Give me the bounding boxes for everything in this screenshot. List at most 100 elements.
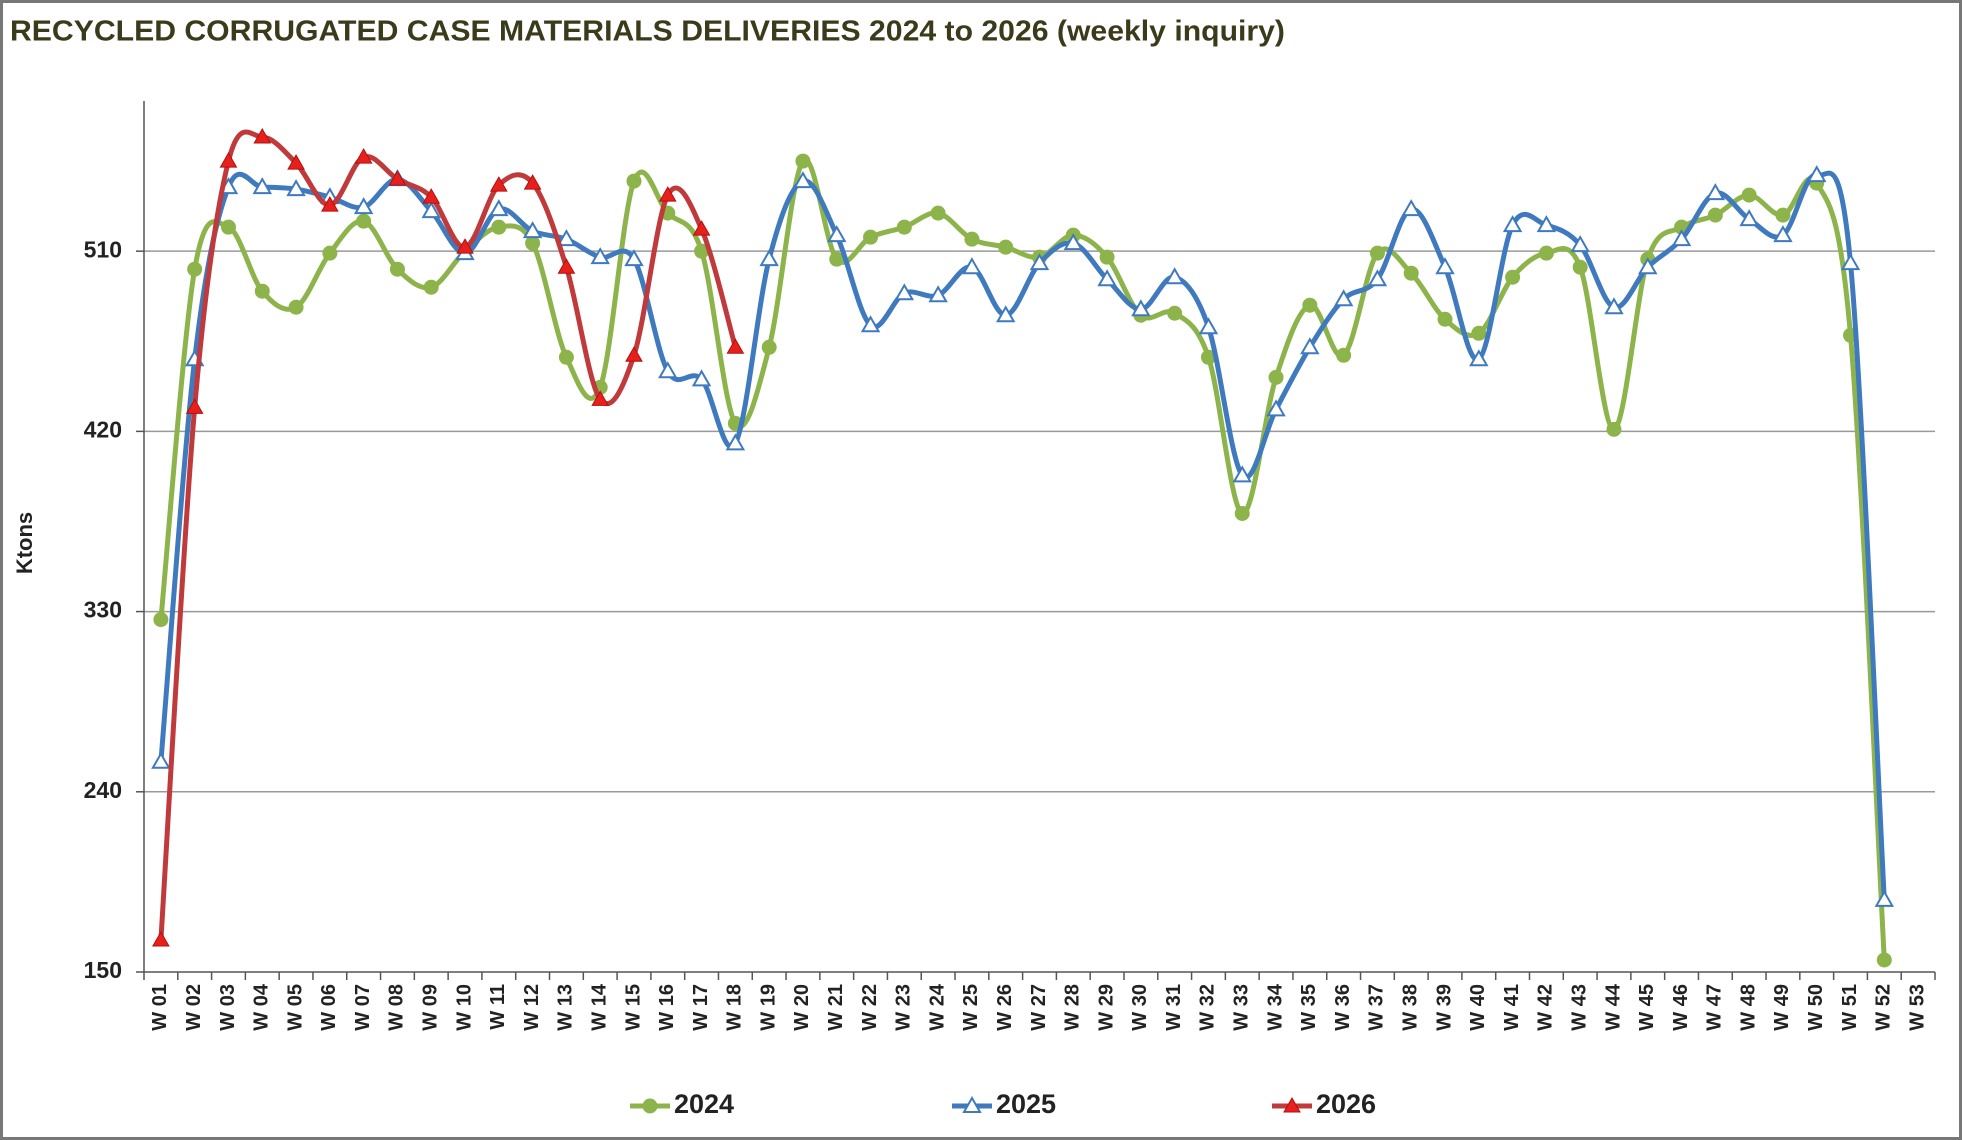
data-point [187, 261, 203, 277]
data-point [152, 930, 170, 947]
data-point [185, 398, 204, 414]
data-point [1063, 233, 1084, 251]
data-point [389, 261, 405, 277]
x-tick-label: W 40 [1467, 984, 1489, 1031]
x-tick-label: W 32 [1197, 984, 1219, 1031]
data-point [1705, 183, 1726, 201]
data-point [1876, 952, 1892, 968]
data-point [356, 213, 372, 229]
x-tick-label: W 04 [251, 983, 273, 1031]
x-tick-label: W 41 [1501, 984, 1523, 1031]
data-point [322, 245, 338, 261]
x-tick-label: W 43 [1568, 984, 1590, 1031]
data-point [423, 279, 439, 295]
data-point [962, 257, 982, 275]
x-tick-label: W 36 [1332, 984, 1354, 1031]
x-tick-label: W 08 [386, 984, 408, 1031]
data-point [1367, 269, 1388, 287]
data-point [691, 369, 712, 387]
data-point [1570, 235, 1590, 253]
data-point [860, 315, 881, 333]
x-tick-label: W 38 [1399, 984, 1421, 1031]
data-point [151, 751, 171, 769]
data-point [1707, 207, 1723, 223]
data-point [1741, 187, 1757, 203]
data-point [1874, 889, 1895, 907]
x-tick-label: W 49 [1771, 984, 1793, 1031]
data-point [1029, 253, 1050, 271]
data-point [1572, 259, 1588, 275]
data-point [353, 197, 374, 215]
data-point [1471, 325, 1487, 341]
data-point [153, 612, 169, 628]
x-tick-label: W 02 [183, 984, 205, 1031]
x-tick-label: W 24 [926, 983, 948, 1031]
data-point [1807, 165, 1827, 183]
x-tick-label: W 17 [690, 984, 712, 1031]
data-point [489, 176, 508, 192]
x-tick-label: W 31 [1163, 984, 1185, 1031]
x-tick-label: W 42 [1535, 984, 1557, 1031]
data-point [558, 349, 574, 365]
data-point [252, 177, 272, 195]
y-tick-label: 330 [84, 597, 122, 623]
legend-label: 2026 [1316, 1089, 1376, 1119]
data-point [1336, 347, 1352, 363]
series [152, 128, 745, 947]
x-tick-label: W 27 [1028, 984, 1050, 1031]
data-point [1606, 421, 1622, 437]
x-tick-label: W 28 [1062, 984, 1084, 1031]
data-point [1773, 225, 1793, 243]
data-point [625, 346, 643, 362]
x-tick-label: W 18 [724, 984, 746, 1031]
x-tick-label: W 50 [1805, 984, 1827, 1031]
data-point [726, 338, 745, 354]
data-point [896, 219, 912, 235]
x-tick-label: W 20 [791, 984, 813, 1031]
x-tick-label: W 06 [318, 984, 340, 1031]
data-point [658, 186, 677, 202]
data-point [761, 339, 777, 355]
x-tick-label: W 51 [1839, 984, 1861, 1031]
data-point [1435, 257, 1455, 275]
x-tick-label: W 52 [1873, 984, 1895, 1031]
data-point [1403, 265, 1419, 281]
data-point [422, 188, 441, 204]
series [153, 153, 1892, 968]
y-tick-label: 240 [84, 777, 122, 803]
data-point [591, 390, 610, 406]
x-tick-label: W 15 [622, 984, 644, 1031]
data-point [930, 205, 946, 221]
data-point [220, 219, 236, 235]
x-tick-label: W 47 [1704, 984, 1726, 1031]
data-point [692, 220, 711, 236]
data-point [590, 247, 610, 265]
data-point [491, 219, 507, 235]
data-point [253, 128, 272, 144]
x-tick-label: W 35 [1298, 984, 1320, 1031]
y-tick-label: 150 [84, 957, 122, 983]
data-point [1502, 215, 1523, 233]
data-point [863, 229, 879, 245]
data-point [1469, 349, 1489, 367]
x-tick-label: W 53 [1906, 984, 1928, 1031]
data-point [995, 305, 1016, 323]
x-tick-label: W 09 [420, 984, 442, 1031]
data-point [1671, 229, 1692, 247]
data-point [725, 433, 746, 451]
data-point [964, 231, 980, 247]
x-tick-label: W 01 [149, 984, 171, 1031]
data-point [1167, 305, 1183, 321]
data-point [624, 249, 644, 267]
x-tick-label: W 14 [588, 983, 610, 1031]
data-point [525, 235, 541, 251]
data-point [998, 239, 1014, 255]
data-point [388, 170, 407, 186]
data-point [1266, 399, 1286, 417]
legend-label: 2024 [674, 1089, 734, 1119]
data-point [1164, 267, 1185, 285]
data-point [1840, 253, 1861, 271]
data-point [894, 283, 915, 301]
x-tick-label: W 22 [859, 984, 881, 1031]
